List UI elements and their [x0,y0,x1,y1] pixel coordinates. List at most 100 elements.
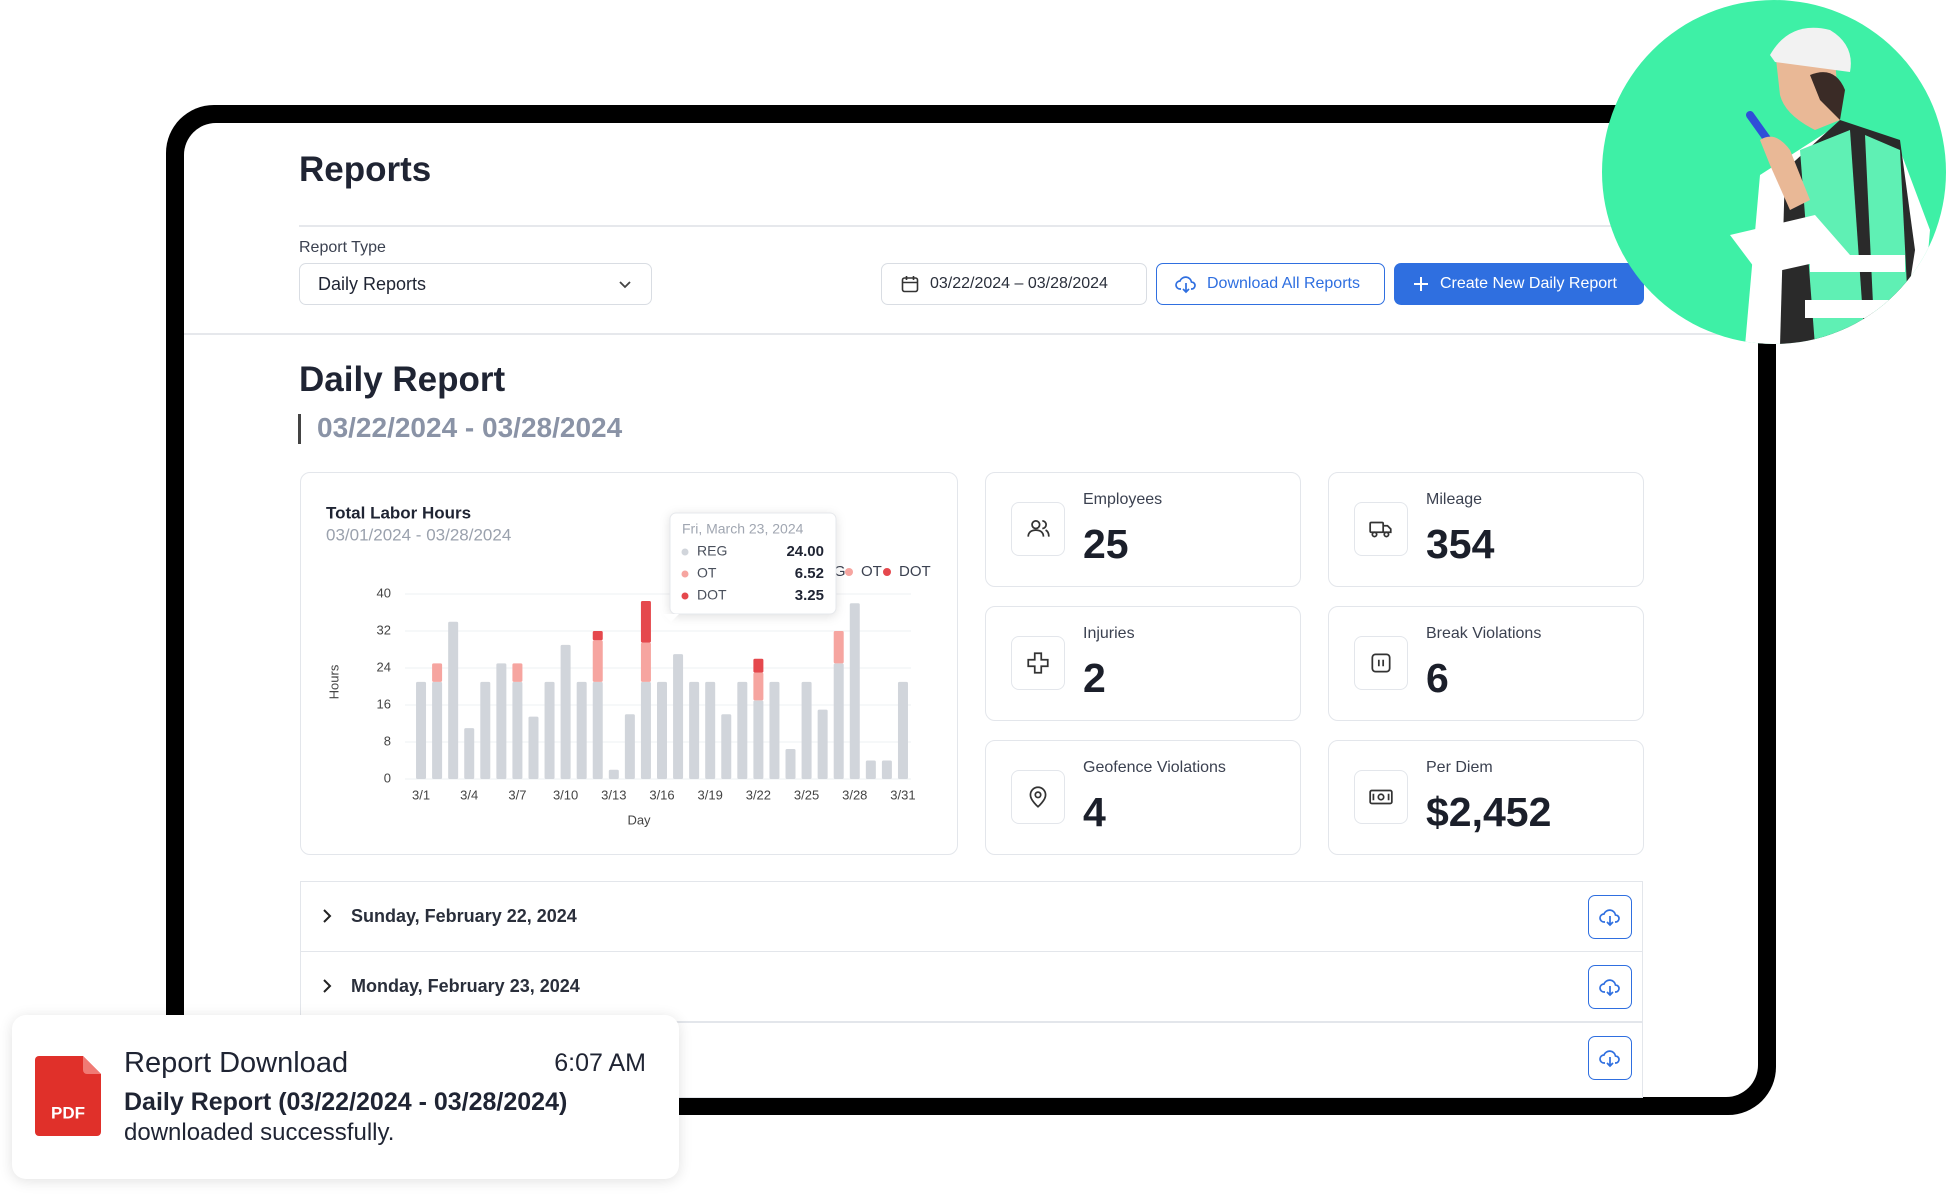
icon [1369,789,1393,805]
row-download-button[interactable] [1588,965,1632,1009]
download-all-button[interactable]: Download All Reports [1156,263,1385,305]
chart-title: Total Labor Hours [326,503,471,522]
day-row[interactable]: Sunday, February 22, 2024 [300,881,1643,952]
toast-title: Report Download [124,1047,349,1079]
tooltip-marker [681,592,689,600]
icon [1029,786,1047,808]
tooltip-value: 6.52 [795,565,824,582]
icon [1371,653,1391,673]
stat-card: Per Diem $2,452 [1328,740,1644,855]
bar-segment [416,681,427,779]
x-tick-label: 3/22 [746,787,771,802]
tooltip-title: Fri, March 23, 2024 [682,521,804,537]
bar-segment [833,663,844,779]
chevron-right [323,979,332,993]
y-axis-label: Hours [326,664,341,699]
bar-segment [753,700,764,779]
bar-segment [881,760,892,779]
bar-segment [817,709,828,779]
bar-segment [753,672,764,701]
bar-segment [512,663,523,682]
bar-segment [592,631,603,641]
toast: PDF Report Download 6:07 AM Daily Report… [12,1015,679,1179]
bar-segment [897,681,908,779]
stat-icon [1011,502,1065,556]
bar-segment [448,621,459,779]
divider [184,333,1758,335]
tooltip-value: 3.25 [795,587,824,604]
bar-segment [673,654,684,779]
chart: Total Labor Hours 03/01/2024 - 03/28/202… [326,503,931,827]
chart-subtitle: 03/01/2024 - 03/28/2024 [326,525,511,544]
bar-segment [592,681,603,779]
bar-segment [753,658,764,673]
chart-card: Total Labor Hours 03/01/2024 - 03/28/202… [300,472,958,855]
date-range-button[interactable]: 03/22/2024 – 03/28/2024 [881,263,1147,305]
stat-label: Geofence Violations [1083,759,1226,776]
stat-card: Break Violations 6 [1328,606,1644,721]
report-type-select[interactable]: Daily Reports [299,263,652,305]
chevron-right [323,909,332,923]
bar-segment [432,663,443,682]
icon [1027,652,1049,674]
y-tick-label: 8 [384,733,391,748]
tooltip-name: OT [697,565,717,581]
stat-value: $2,452 [1426,789,1552,835]
bar-segment [640,600,651,643]
bar-segment [737,681,748,779]
stat-value: 4 [1083,789,1106,835]
icon [1369,521,1392,538]
toast-message: Daily Report (03/22/2024 - 03/28/2024) [124,1088,568,1116]
legend-label: DOT [899,563,931,580]
chevron [319,907,335,930]
toast-time: 6:07 AM [554,1049,646,1077]
day-label: Sunday, February 22, 2024 [351,906,577,926]
bar-segment [849,603,860,779]
stat-icon [1354,502,1408,556]
x-tick-label: 3/13 [601,787,626,802]
stat-label: Per Diem [1426,759,1493,776]
row-download-button[interactable] [1588,1036,1632,1080]
cloud-download-icon [1599,979,1620,997]
bar-segment [480,681,491,779]
stat-card: Mileage 354 [1328,472,1644,587]
bar-segment [721,714,732,779]
bar-segment [576,681,587,779]
bar-segment [801,681,812,779]
toast-detail: downloaded successfully. [124,1119,395,1146]
row-download-button[interactable] [1588,895,1632,939]
page-title: Reports [299,150,432,189]
bar-segment [705,681,716,779]
date-range-text: 03/22/2024 – 03/28/2024 [930,275,1108,292]
download-all-text: Download All Reports [1207,275,1360,292]
bar-segment [833,631,844,664]
bar-segment [785,748,796,779]
x-tick-label: 3/4 [460,787,478,802]
plus-icon [1414,277,1428,291]
tooltip-pointer [663,614,679,622]
y-tick-label: 40 [377,585,391,600]
day-row[interactable]: Monday, February 23, 2024 [300,951,1643,1022]
stat-label: Break Violations [1426,625,1542,642]
stat-card: Employees 25 [985,472,1301,587]
bar-segment [624,714,635,779]
worker-illustration [1602,0,1946,344]
stat-icon [1354,636,1408,690]
bar-segment [592,640,603,682]
x-tick-label: 3/7 [508,787,526,802]
bar-segment [769,681,780,779]
bar-segment [496,663,507,779]
tooltip-marker [681,548,689,556]
pdf-icon: PDF [35,1056,101,1136]
bar-segment [657,681,667,779]
stat-card: Geofence Violations 4 [985,740,1301,855]
bar-segment [608,769,619,779]
stat-label: Employees [1083,491,1163,508]
legend-marker [883,568,891,576]
x-tick-label: 3/16 [649,787,674,802]
bar-segment [512,681,523,779]
create-report-button[interactable]: Create New Daily Report [1394,263,1644,305]
tooltip-marker [681,570,689,578]
bar-segment [640,681,651,779]
